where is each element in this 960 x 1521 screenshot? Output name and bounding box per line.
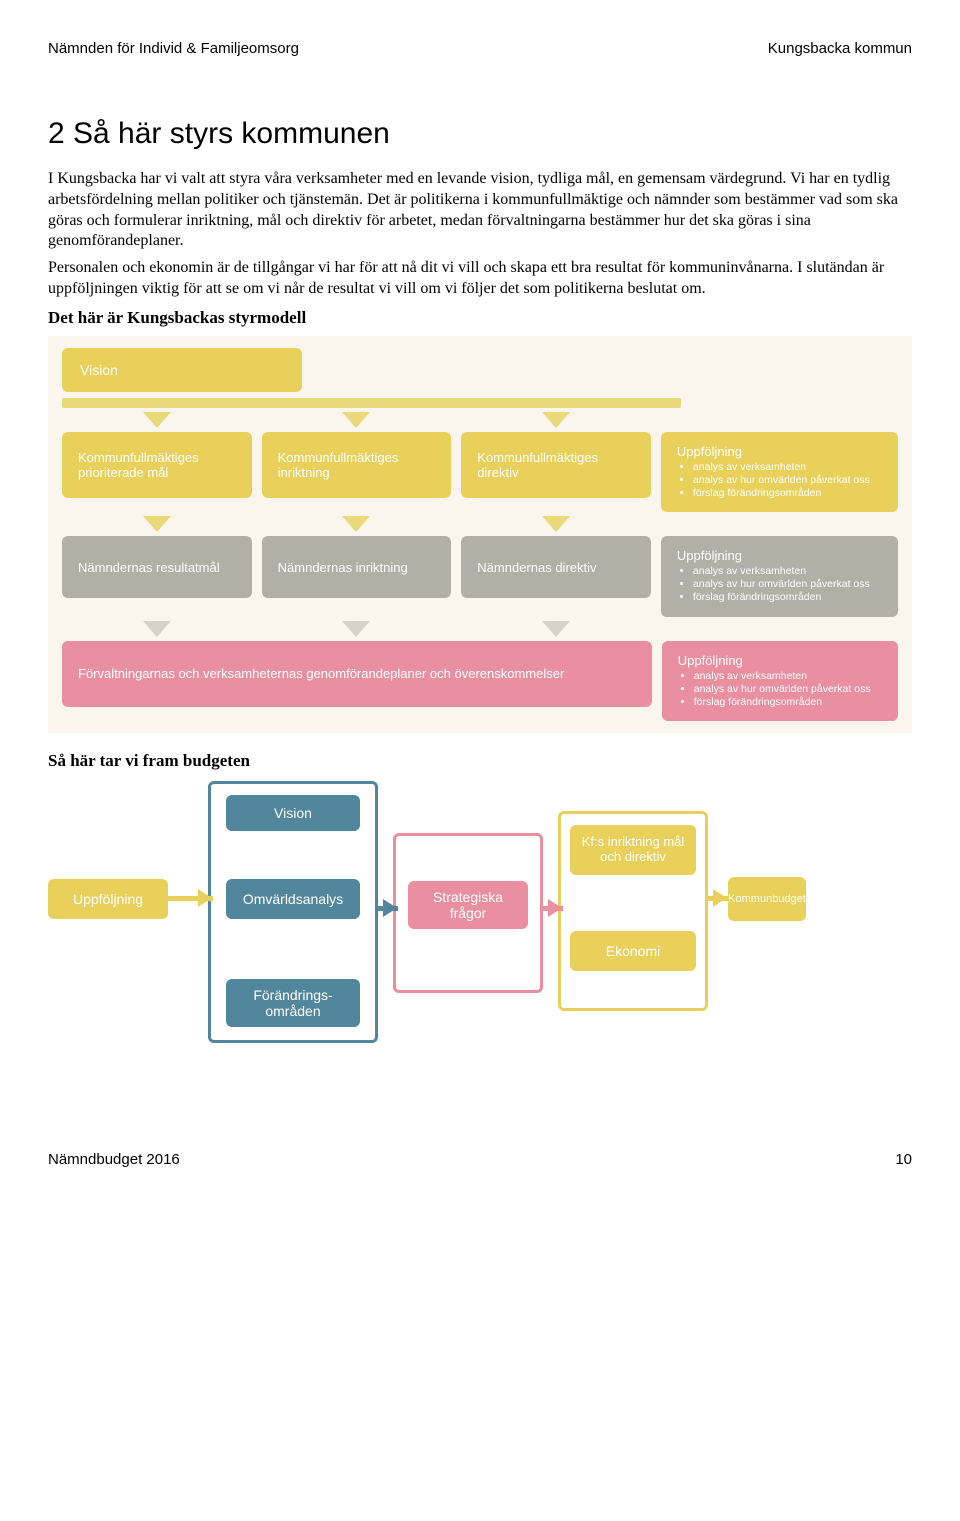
paragraph-1: I Kungsbacka har vi valt att styra våra … [48,169,912,252]
diagram-box: Nämndernas direktiv [461,536,651,598]
header-left: Nämnden för Individ & Familjeomsorg [48,40,299,57]
subtitle-styrmodell: Det här är Kungsbackas styrmodell [48,308,912,328]
diagram-styrmodell: Vision Kommunfullmäktiges prioriterade må… [48,336,912,733]
diagram-box: Uppföljning [48,879,168,919]
page-title: 2 Så här styrs kommunen [48,117,912,151]
diagram-box: Kommunbudget [728,877,806,921]
diagram-box: Strategiska frågor [408,881,528,929]
diagram-box: Förändrings-områden [226,979,360,1027]
followup-box: Uppföljninganalys av verksamhetenanalys … [662,641,898,721]
diagram-box: Förvaltningarnas och verksamheternas gen… [62,641,652,707]
diagram-box: Kommunfullmäktiges direktiv [461,432,651,498]
subtitle-budget: Så här tar vi fram budgeten [48,751,912,771]
page-header: Nämnden för Individ & Familjeomsorg Kung… [48,40,912,57]
diagram-box: Nämndernas inriktning [262,536,452,598]
vision-box: Vision [62,348,302,392]
page-footer: Nämndbudget 2016 10 [48,1151,912,1168]
diagram-box: Kommunfullmäktiges prioriterade mål [62,432,252,498]
diagram-budget: Uppföljning Vision Omvärldsanalys Förändrin… [48,781,808,1051]
diagram-box: Ekonomi [570,931,696,971]
header-right: Kungsbacka kommun [768,40,912,57]
followup-box: Uppföljninganalys av verksamhetenanalys … [661,432,898,512]
diagram-box: Kommunfullmäktiges inriktning [262,432,452,498]
diagram-box: Nämndernas resultatmål [62,536,252,598]
diagram-box: Vision [226,795,360,831]
diagram-box: Omvärldsanalys [226,879,360,919]
diagram-box: Kf:s inriktning mål och direktiv [570,825,696,875]
footer-left: Nämndbudget 2016 [48,1151,180,1168]
followup-box: Uppföljninganalys av verksamhetenanalys … [661,536,898,616]
paragraph-2: Personalen och ekonomin är de tillgångar… [48,258,912,300]
footer-page: 10 [895,1151,912,1168]
